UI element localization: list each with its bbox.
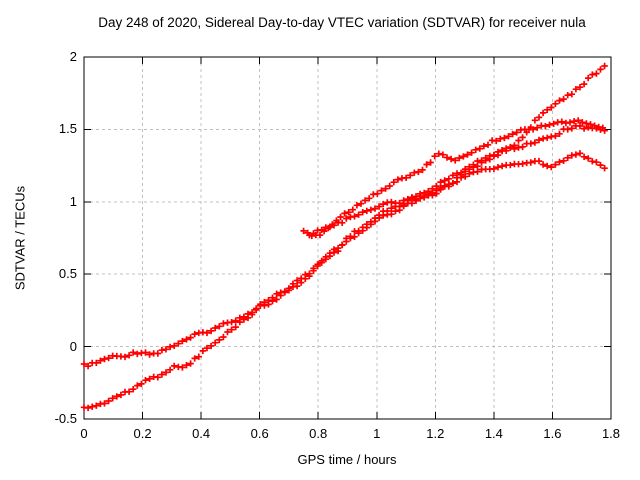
y-tick-label: 2 <box>69 49 77 64</box>
x-tick-label: 0 <box>80 426 88 441</box>
x-tick-label: 0.2 <box>133 426 152 441</box>
x-tick-label: 0.8 <box>309 426 328 441</box>
x-tick-label: 1 <box>373 426 381 441</box>
x-tick-label: 0.6 <box>250 426 269 441</box>
chart-title: Day 248 of 2020, Sidereal Day-to-day VTE… <box>98 15 586 30</box>
y-tick-label: 1.5 <box>58 121 77 137</box>
series-trace-3-markers <box>300 117 606 240</box>
plot-border <box>83 56 612 420</box>
x-tick-label: 1.8 <box>601 426 621 441</box>
x-axis-label: GPS time / hours <box>297 452 397 467</box>
x-tick-label: 1.4 <box>484 426 503 441</box>
y-tick-label: 0 <box>69 338 77 354</box>
x-tick-label: 0.4 <box>192 426 211 441</box>
series-trace-2-markers <box>80 122 608 412</box>
x-tick-label: 1.2 <box>426 426 445 441</box>
y-tick-label: -0.5 <box>54 411 77 426</box>
y-tick-label: 1 <box>69 193 77 209</box>
series-trace-4-markers <box>306 150 608 239</box>
x-tick-label: 1.6 <box>543 426 562 441</box>
y-tick-label: 0.5 <box>58 266 77 282</box>
